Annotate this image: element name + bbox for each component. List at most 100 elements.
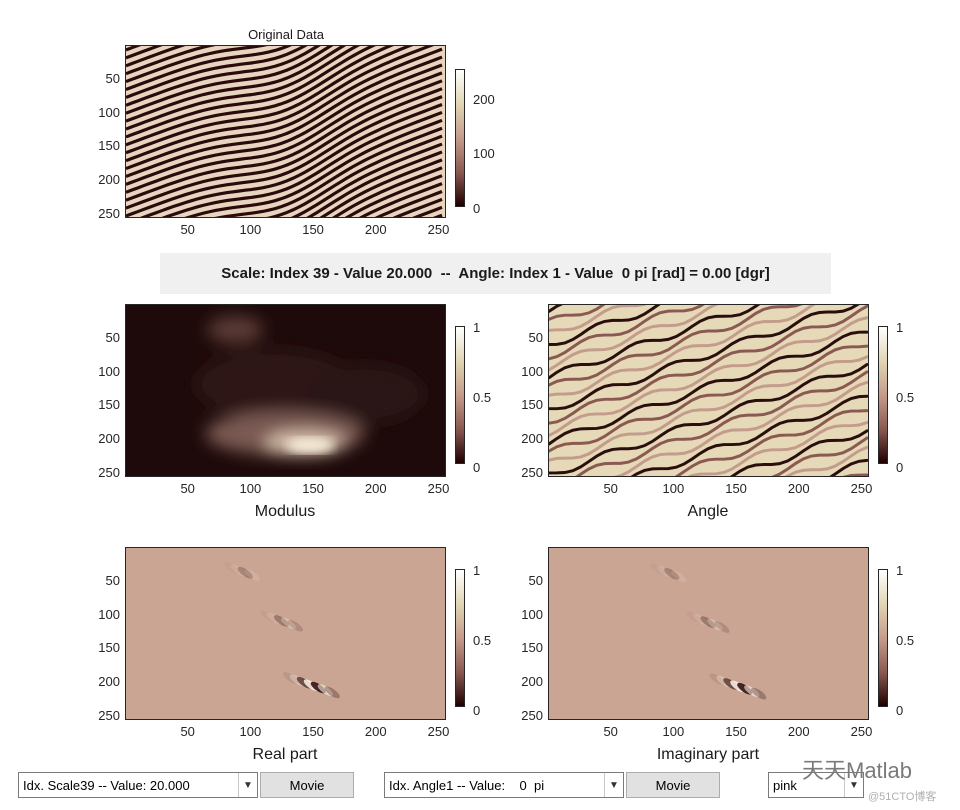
wavelet-ripple [282, 672, 299, 684]
phase-stripe [549, 305, 705, 361]
wavelet-ripple [317, 684, 333, 696]
fringe-stripe [126, 46, 308, 99]
real-ytick-50: 50 [105, 572, 120, 588]
imag-xtick-50: 50 [603, 724, 618, 739]
phase-stripe [613, 380, 868, 476]
colormap-select[interactable]: pink ▼ [768, 772, 864, 798]
original-ytick-50: 50 [105, 70, 120, 86]
modulus-cb-tick-0: 0 [473, 460, 481, 475]
imag-cb-tick-0.5: 0.5 [896, 633, 915, 648]
wavelet-ripple [287, 619, 304, 632]
phase-stripe [575, 370, 868, 476]
fringe-stripe [126, 46, 347, 123]
fringe-stripe [126, 46, 361, 131]
modulus-ytick-200: 200 [98, 431, 120, 447]
original-xtick-50: 50 [180, 222, 195, 237]
real-ytick-200: 200 [98, 674, 120, 690]
real-xtick-100: 100 [239, 724, 262, 739]
fringe-stripe [126, 95, 443, 217]
original-colorbar [455, 69, 465, 207]
wavelet-ripple [230, 564, 246, 577]
phase-stripe [549, 363, 868, 475]
real-ytick-100: 100 [98, 606, 120, 622]
modulus-ytick-50: 50 [105, 329, 120, 345]
real-ytick-250: 250 [98, 707, 120, 723]
fringe-stripe [126, 71, 443, 194]
phase-stripe [549, 305, 661, 347]
original-cb-tick-200: 200 [473, 92, 495, 107]
real-part-colorbar [455, 569, 465, 707]
wavelet-ripple [657, 565, 673, 578]
info-panel: Scale: Index 39 - Value 20.000 -- Angle:… [160, 253, 831, 294]
fringe-stripe [126, 47, 443, 171]
modulus-ytick-250: 250 [98, 464, 120, 480]
wavelet-ripple [280, 617, 297, 630]
angle-movie-button[interactable]: Movie [626, 772, 720, 798]
original-xtick-200: 200 [364, 222, 387, 237]
real-ytick-150: 150 [98, 640, 120, 656]
chevron-down-icon: ▼ [604, 773, 623, 797]
wavelet-ripple [273, 615, 290, 627]
modulus-xtick-250: 250 [427, 481, 450, 496]
fringe-stripe [161, 110, 443, 217]
fringe-stripe [126, 79, 443, 202]
fringe-stripe [126, 46, 216, 76]
fringe-stripe [126, 46, 268, 84]
angle-ytick-200: 200 [521, 431, 543, 447]
imag-ytick-250: 250 [521, 707, 543, 723]
imag-cb-tick-0: 0 [896, 703, 904, 718]
phase-stripe [549, 305, 816, 397]
real-cb-tick-1: 1 [473, 563, 481, 578]
scale-movie-button[interactable]: Movie [260, 772, 354, 798]
phase-stripe [549, 305, 803, 387]
angle-select[interactable]: Idx. Angle1 -- Value: 0 pi ▼ [384, 772, 624, 798]
fringe-stripe [126, 87, 443, 210]
phase-stripe [730, 429, 868, 476]
angle-cb-tick-0: 0 [896, 460, 904, 475]
fringe-stripe [126, 46, 321, 107]
original-cb-tick-0: 0 [473, 201, 481, 216]
fringe-stripe [126, 46, 186, 68]
fringe-stripe [214, 126, 443, 217]
real-xtick-150: 150 [302, 724, 324, 739]
original-xtick-100: 100 [239, 222, 262, 237]
real-xtick-200: 200 [364, 724, 387, 739]
fringe-stripe [126, 46, 435, 163]
imag-ytick-50: 50 [528, 572, 543, 588]
wavelet-ripple [266, 612, 283, 625]
imaginary-part-colorbar [878, 569, 888, 707]
angle-xtick-250: 250 [850, 481, 873, 496]
real-xtick-250: 250 [427, 724, 450, 739]
original-ytick-250: 250 [98, 205, 120, 221]
fringe-stripe [126, 46, 394, 147]
wavelet-ripple [244, 569, 260, 581]
modulus-ytick-100: 100 [98, 363, 120, 379]
angle-ytick-150: 150 [521, 397, 543, 413]
original-xtick-150: 150 [302, 222, 324, 237]
real-cb-tick-0.5: 0.5 [473, 633, 492, 648]
phase-stripe [549, 305, 868, 425]
angle-colorbar [878, 326, 888, 464]
original-data-image [125, 45, 446, 218]
angle-label: Angle [687, 503, 729, 520]
modulus-cb-tick-0.5: 0.5 [473, 390, 492, 405]
chevron-down-icon: ▼ [844, 773, 863, 797]
wavelet-ripple [707, 618, 723, 631]
imaginary-part-image [548, 547, 869, 720]
phase-stripe [549, 344, 868, 453]
original-cb-tick-100: 100 [473, 146, 495, 161]
imag-xtick-200: 200 [787, 724, 810, 739]
modulus-xtick-150: 150 [302, 481, 324, 496]
phase-stripe [674, 409, 868, 476]
imag-xtick-250: 250 [850, 724, 873, 739]
scale-select[interactable]: Idx. Scale39 -- Value: 20.000 ▼ [18, 772, 258, 798]
wavelet-ripple [324, 686, 340, 699]
chevron-down-icon: ▼ [238, 773, 257, 797]
wavelet-ripple [686, 611, 702, 624]
imag-ytick-200: 200 [521, 674, 543, 690]
angle-ytick-100: 100 [521, 363, 543, 379]
original-ytick-150: 150 [98, 138, 120, 154]
modulus-cb-tick-1: 1 [473, 320, 481, 335]
wavelet-ripple [700, 616, 716, 628]
wavelet-ripple [664, 568, 680, 580]
